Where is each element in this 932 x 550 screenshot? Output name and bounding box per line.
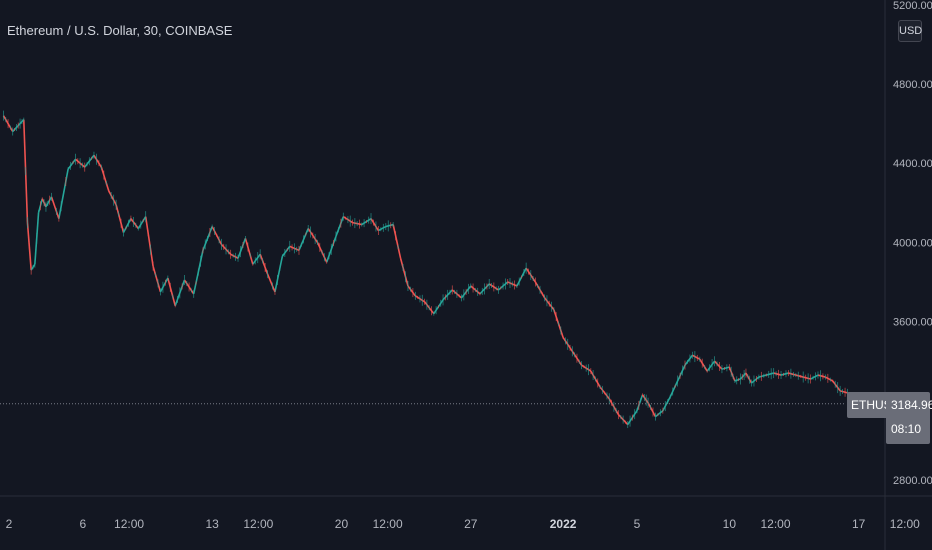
- price-segment: [824, 376, 834, 382]
- price-segment: [684, 354, 694, 366]
- price-segment: [750, 376, 760, 384]
- y-tick-label: 5200.00: [893, 0, 932, 12]
- bar-countdown: 08:10: [891, 422, 922, 436]
- price-segment: [93, 154, 103, 168]
- last-price-value: 3184.96: [891, 398, 932, 412]
- price-segment: [137, 216, 147, 229]
- price-segment: [144, 216, 154, 267]
- x-tick-label: 20: [335, 517, 349, 531]
- x-tick-label: 13: [205, 517, 219, 531]
- x-tick-label: 6: [80, 517, 87, 531]
- price-segment: [773, 372, 782, 376]
- price-segment: [728, 366, 736, 382]
- price-segment: [721, 366, 730, 370]
- price-segment: [647, 402, 657, 418]
- price-segment: [152, 265, 162, 293]
- last-price-tag: 3184.96 08:10: [886, 392, 932, 444]
- price-segment: [699, 358, 708, 372]
- price-series: [2, 110, 861, 429]
- price-segment: [817, 374, 826, 378]
- price-segment: [780, 372, 789, 376]
- price-segment: [122, 218, 132, 233]
- price-segment: [758, 374, 767, 378]
- y-tick-label: 4800.00: [893, 79, 932, 91]
- price-segment: [839, 390, 848, 394]
- price-segment: [45, 196, 53, 208]
- price-segment: [385, 223, 394, 228]
- price-segment: [713, 360, 723, 370]
- x-tick-label: 12:00: [114, 517, 144, 531]
- y-tick-label: 2800.00: [893, 475, 932, 487]
- currency-button[interactable]: USD: [898, 20, 922, 42]
- price-segment: [237, 238, 247, 259]
- x-tick-label: 12:00: [760, 517, 790, 531]
- x-tick-label: 2022: [550, 517, 577, 531]
- x-tick-label: 12:00: [243, 517, 273, 531]
- price-segment: [739, 372, 747, 380]
- price-segment: [17, 119, 25, 127]
- x-tick-label: 2: [6, 517, 13, 531]
- price-segment: [392, 224, 402, 259]
- price-segment: [706, 360, 716, 372]
- price-segment: [654, 410, 664, 418]
- price-segment: [810, 374, 819, 380]
- x-tick-label: 5: [634, 517, 641, 531]
- y-tick-label: 3600.00: [893, 317, 932, 329]
- price-segment: [100, 166, 110, 192]
- price-segment: [50, 196, 60, 219]
- chart-title: Ethereum / U.S. Dollar, 30, COINBASE: [7, 23, 233, 38]
- y-tick-label: 4400.00: [893, 158, 932, 170]
- price-segment: [244, 238, 254, 265]
- price-segment: [636, 394, 644, 411]
- price-segment: [281, 245, 291, 257]
- price-segment: [252, 253, 261, 265]
- price-segment: [734, 378, 741, 382]
- price-segment: [259, 254, 269, 275]
- price-segment: [669, 380, 679, 398]
- price-segment: [108, 190, 117, 206]
- price-segment: [159, 277, 169, 293]
- price-segment: [407, 285, 416, 297]
- price-segment: [274, 256, 284, 293]
- x-tick-label: 27: [464, 517, 478, 531]
- price-segment: [641, 394, 649, 404]
- price-segment: [115, 204, 125, 233]
- x-tick-label: 12:00: [373, 517, 403, 531]
- price-segment: [12, 125, 19, 133]
- x-tick-label: 10: [723, 517, 737, 531]
- price-segment: [230, 253, 239, 259]
- price-segment: [130, 218, 139, 230]
- price-segment: [745, 372, 753, 384]
- price-segment: [266, 273, 276, 293]
- x-tick-label: 12:00: [890, 517, 920, 531]
- price-segment: [399, 258, 409, 287]
- y-tick-label: 4000.00: [893, 237, 932, 249]
- price-segment: [832, 380, 841, 392]
- price-segment: [788, 372, 797, 376]
- price-segment: [795, 374, 804, 378]
- price-segment: [335, 216, 345, 237]
- price-segment: [370, 218, 380, 231]
- price-segment: [766, 372, 774, 376]
- price-segment: [676, 364, 686, 382]
- price-segment: [803, 376, 811, 380]
- price-segment: [378, 225, 387, 232]
- price-segment: [167, 277, 177, 306]
- x-tick-label: 17: [852, 517, 866, 531]
- price-segment: [692, 354, 701, 360]
- price-segment: [67, 158, 77, 170]
